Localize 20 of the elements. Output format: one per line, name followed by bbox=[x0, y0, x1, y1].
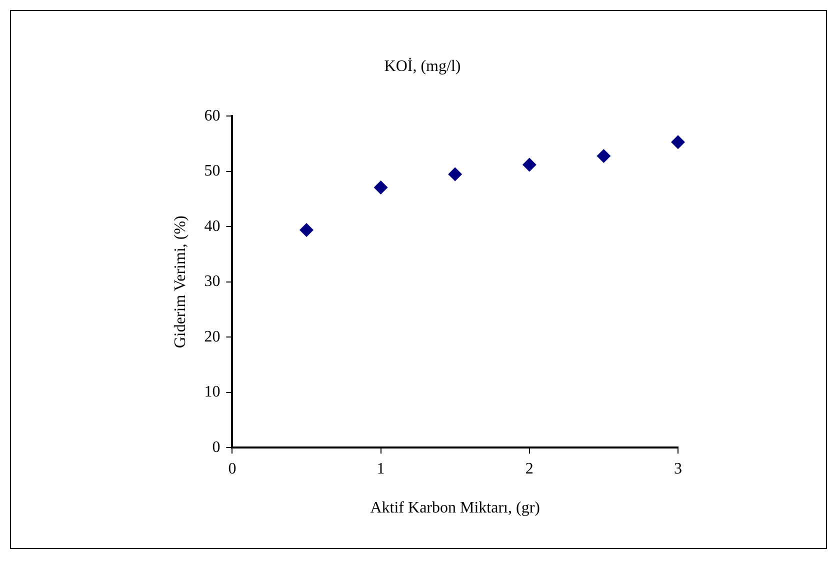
point bbox=[522, 158, 536, 172]
y-tick-label: 0 bbox=[212, 438, 220, 456]
chart-title: KOİ, (mg/l) bbox=[384, 56, 461, 75]
x-tick-label: 0 bbox=[228, 460, 236, 478]
x-tick-label: 2 bbox=[525, 460, 534, 478]
x-tick-label: 3 bbox=[674, 460, 682, 478]
point bbox=[374, 180, 388, 194]
y-tick-label: 40 bbox=[204, 218, 220, 235]
y-tick-label: 60 bbox=[204, 107, 220, 124]
x-tick-label: 1 bbox=[376, 460, 385, 478]
point bbox=[596, 148, 611, 163]
point bbox=[448, 167, 462, 182]
y-tick-label: 20 bbox=[204, 328, 220, 346]
point bbox=[671, 135, 685, 150]
point bbox=[300, 222, 314, 237]
y-tick-label: 30 bbox=[204, 273, 220, 290]
x-axis-title: Aktif Karbon Miktarı, (gr) bbox=[370, 500, 540, 517]
y-tick-label: 50 bbox=[204, 162, 220, 180]
y-axis-title: Giderim Verimi, (%) bbox=[172, 216, 189, 348]
y-tick-label: 10 bbox=[204, 384, 220, 401]
